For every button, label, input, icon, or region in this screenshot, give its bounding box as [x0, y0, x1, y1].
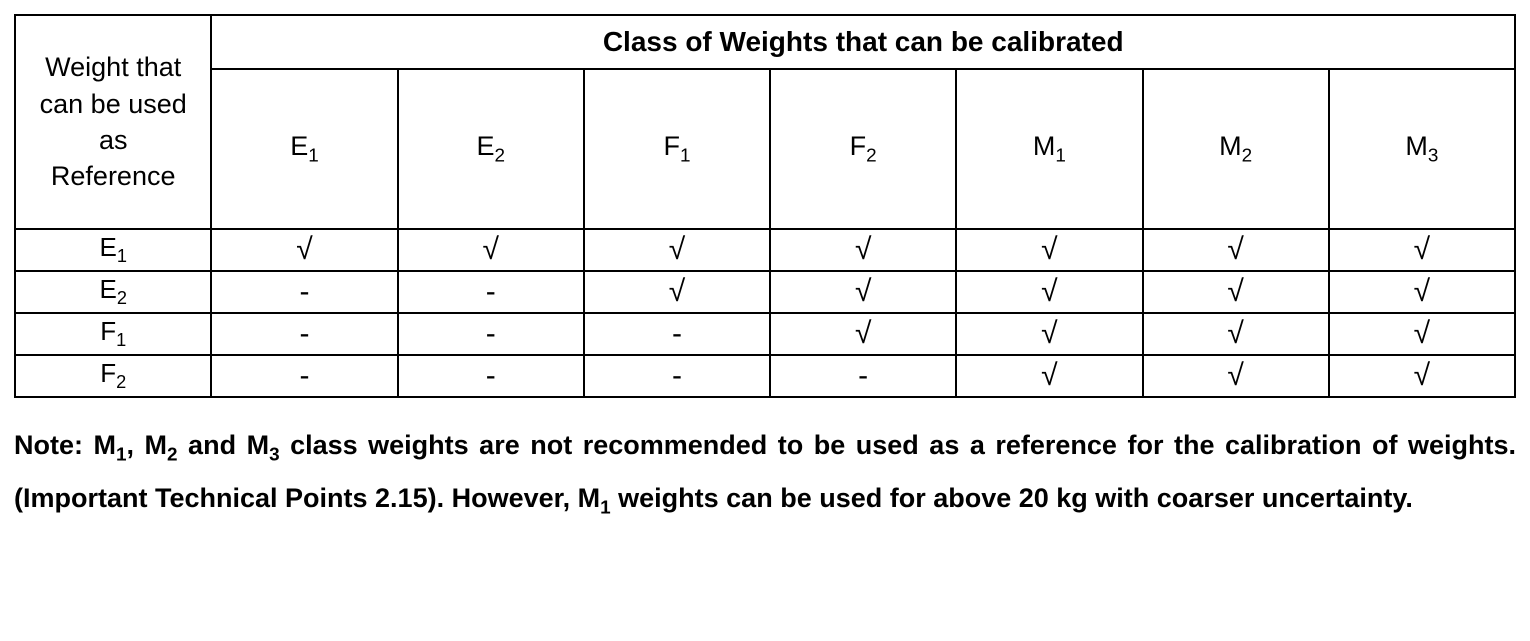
table-cell: - [584, 355, 770, 397]
column-header: M2 [1143, 69, 1329, 229]
row-axis-header: Weight thatcan be usedasReference [15, 15, 211, 229]
table-cell: √ [584, 271, 770, 313]
table-cell: √ [956, 355, 1142, 397]
table-cell: - [398, 355, 584, 397]
table-cell: √ [956, 313, 1142, 355]
table-cell: √ [1329, 355, 1515, 397]
table-cell: √ [211, 229, 397, 271]
table-cell: - [211, 271, 397, 313]
table-row: F2----√√√ [15, 355, 1515, 397]
table-row: E2--√√√√√ [15, 271, 1515, 313]
table-cell: √ [1143, 229, 1329, 271]
row-header: E2 [15, 271, 211, 313]
table-cell: √ [1329, 229, 1515, 271]
row-header: F1 [15, 313, 211, 355]
table-cell: √ [1143, 313, 1329, 355]
table-cell: - [584, 313, 770, 355]
column-header: E2 [398, 69, 584, 229]
table-cell: √ [770, 313, 956, 355]
table-cell: √ [1143, 355, 1329, 397]
row-header: E1 [15, 229, 211, 271]
table-cell: - [211, 355, 397, 397]
row-header: F2 [15, 355, 211, 397]
table-cell: √ [956, 229, 1142, 271]
table-cell: - [398, 271, 584, 313]
column-header: M3 [1329, 69, 1515, 229]
column-axis-header: Class of Weights that can be calibrated [211, 15, 1515, 69]
footnote-text: Note: M1, M2 and M3 class weights are no… [14, 420, 1516, 527]
table-cell: - [211, 313, 397, 355]
column-header: F1 [584, 69, 770, 229]
table-cell: √ [1143, 271, 1329, 313]
table-cell: √ [1329, 271, 1515, 313]
table-row: E1√√√√√√√ [15, 229, 1515, 271]
column-header: M1 [956, 69, 1142, 229]
table-cell: √ [956, 271, 1142, 313]
table-cell: √ [1329, 313, 1515, 355]
table-cell: √ [584, 229, 770, 271]
column-header: F2 [770, 69, 956, 229]
table-cell: √ [770, 229, 956, 271]
table-cell: - [770, 355, 956, 397]
table-row: F1---√√√√ [15, 313, 1515, 355]
table-cell: √ [770, 271, 956, 313]
table-cell: √ [398, 229, 584, 271]
table-cell: - [398, 313, 584, 355]
column-header: E1 [211, 69, 397, 229]
calibration-table: Weight thatcan be usedasReferenceClass o… [14, 14, 1516, 398]
